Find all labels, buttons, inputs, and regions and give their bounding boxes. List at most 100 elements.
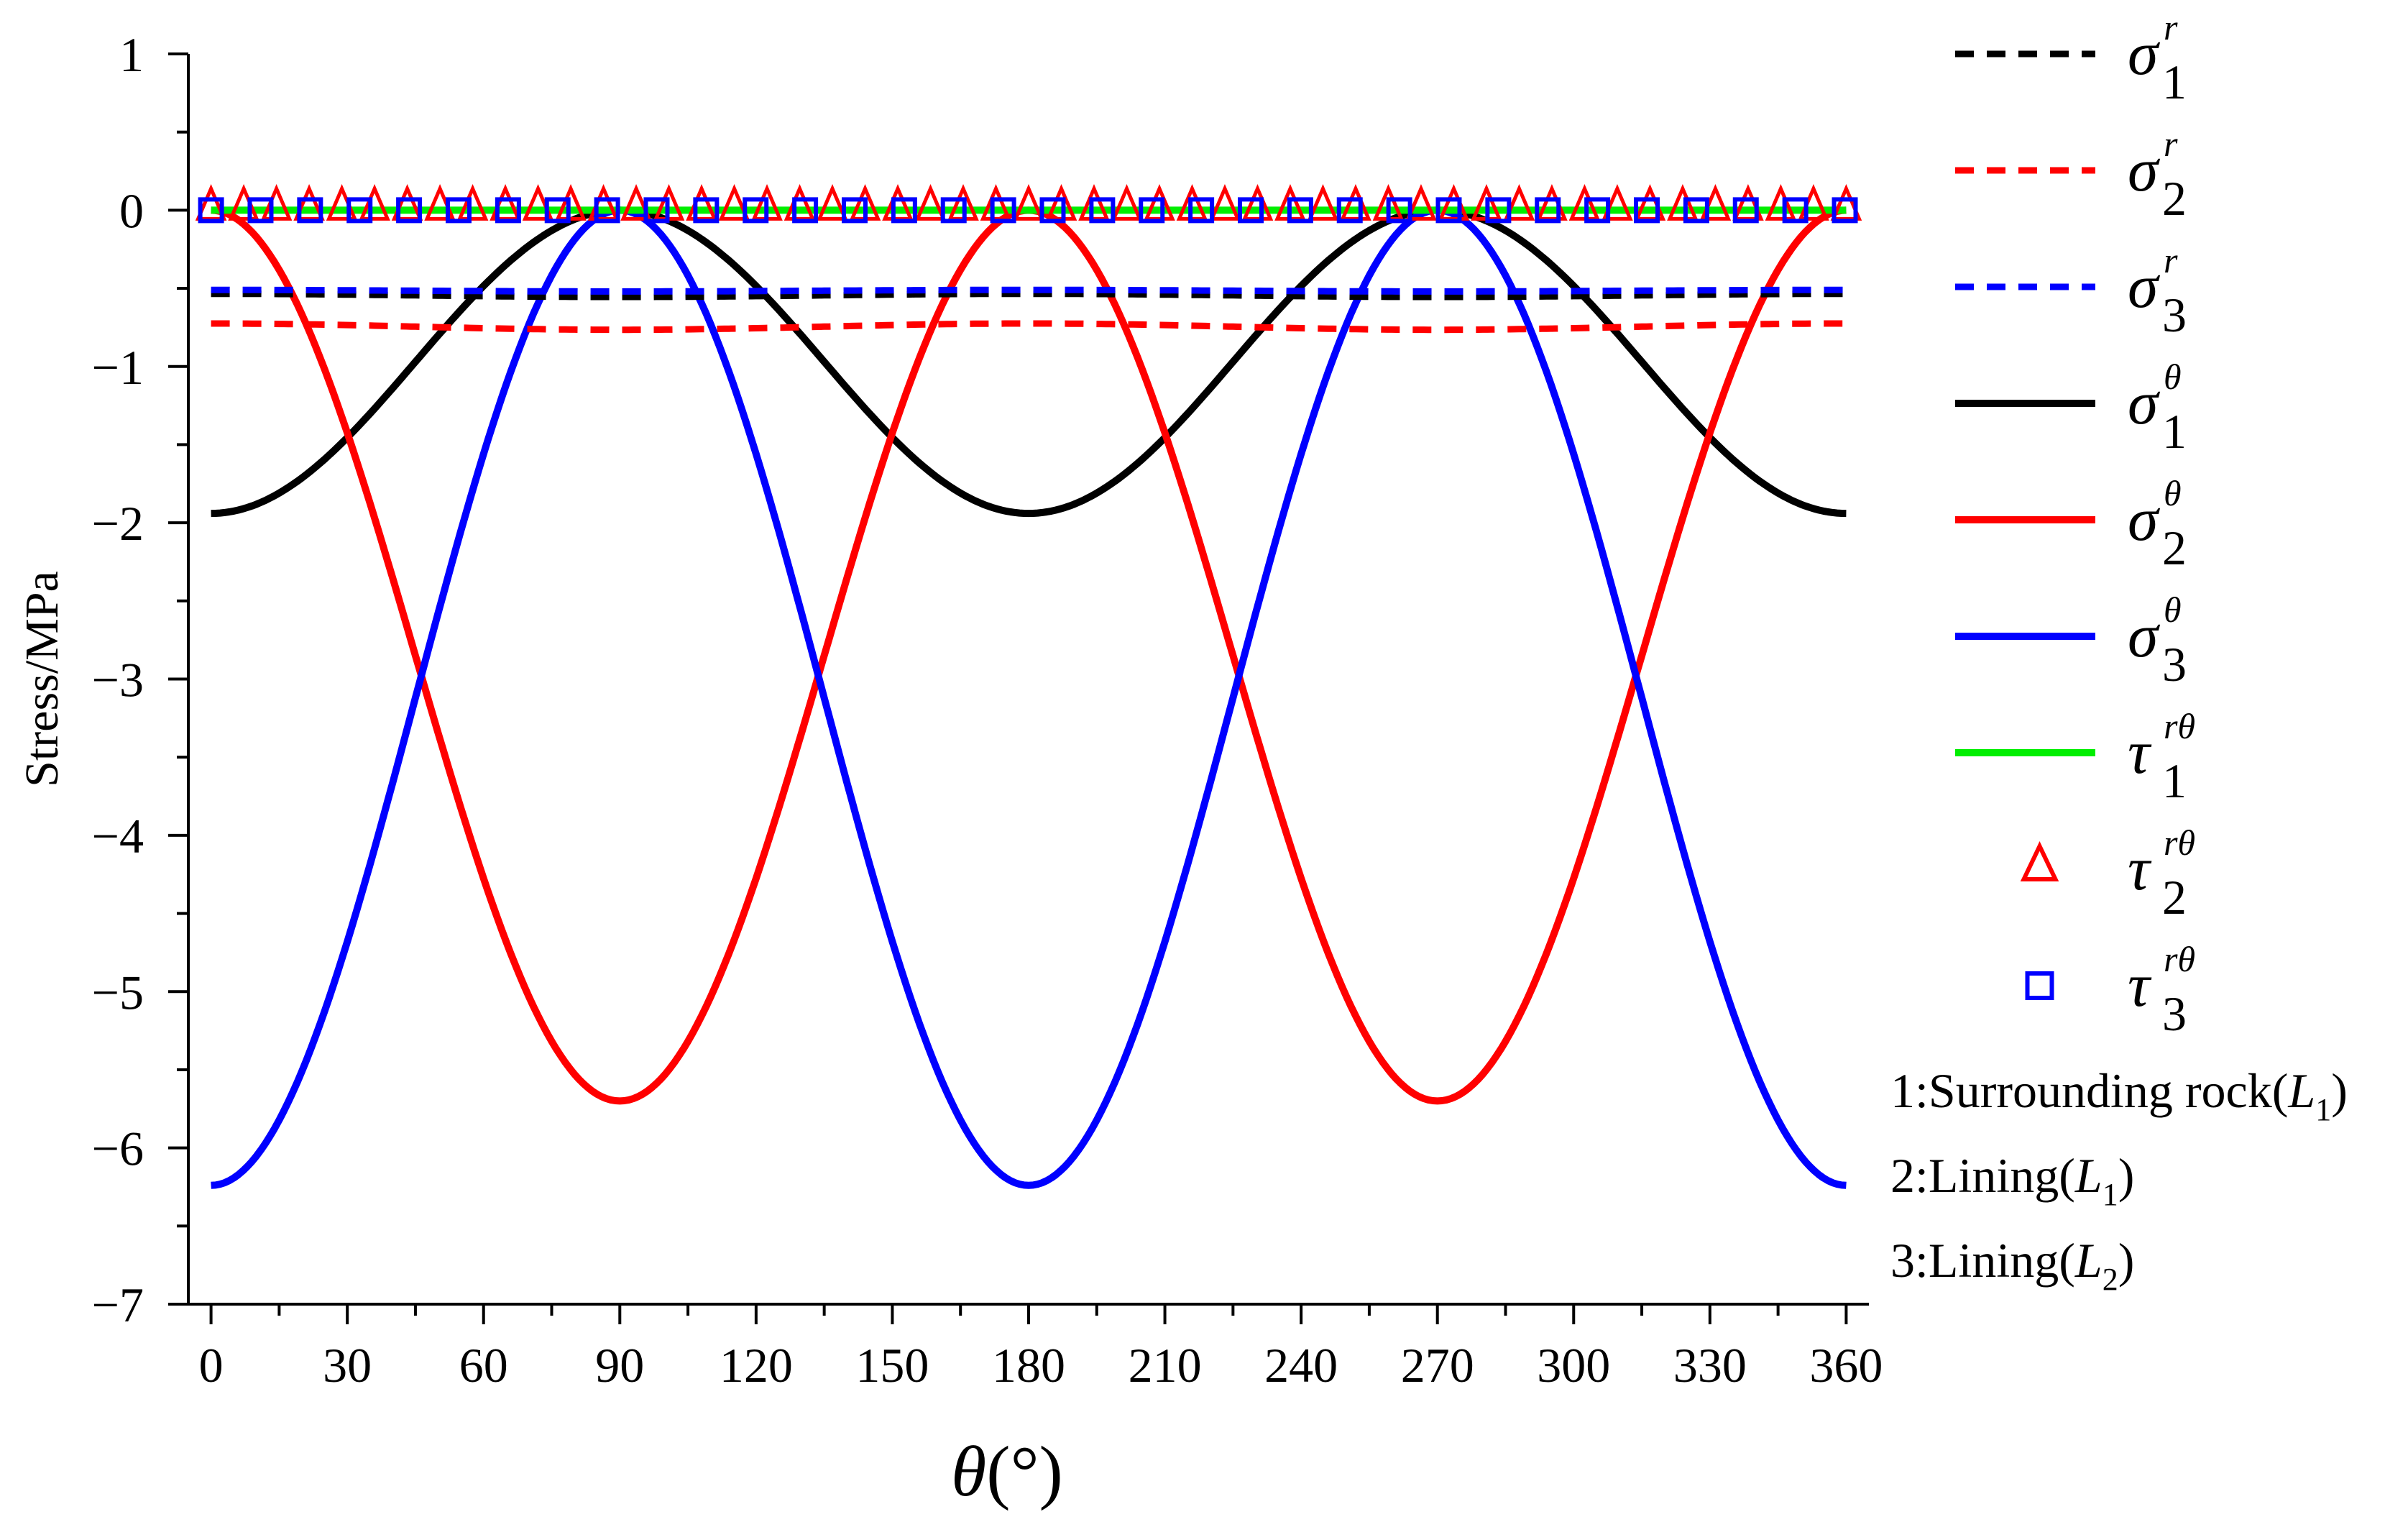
y-tick-label: −5	[92, 965, 144, 1019]
marker-point	[1832, 197, 1858, 224]
marker-point	[445, 197, 472, 224]
marker-point	[555, 184, 587, 221]
y-tick-label: 1	[119, 27, 144, 82]
marker-point	[718, 184, 750, 221]
legend-symbol: σ	[2128, 252, 2161, 321]
x-tick-label: 0	[199, 1338, 224, 1393]
x-axis-title-theta: θ	[951, 1431, 986, 1511]
x-axis-title: θ(°)	[951, 1431, 1063, 1511]
legend-superscript: θ	[2164, 357, 2182, 397]
marker-point	[792, 197, 819, 224]
legend-superscript: r	[2164, 124, 2178, 164]
y-axis-title: Stress/MPa	[16, 571, 68, 787]
legend-note-1: 1:Surrounding rock(L1)	[1890, 1063, 2348, 1127]
axes-layer: 0 30 60 90 120 150 180 210 240 270 300 330 360 1 0 −1 −2…	[16, 27, 1883, 1511]
legend-superscript: rθ	[2164, 939, 2195, 979]
marker-point	[1732, 197, 1759, 224]
legend-note-text: 1:Surrounding rock(L1)	[1890, 1063, 2348, 1127]
x-tick-label: 210	[1129, 1338, 1202, 1393]
series-line-σ2r	[211, 320, 1847, 334]
x-tick-label: 180	[992, 1338, 1065, 1393]
marker-point	[495, 197, 521, 224]
marker-point	[297, 197, 323, 224]
marker-point	[1237, 197, 1264, 224]
legend-item-σ1θ: σ θ 1	[1955, 357, 2187, 459]
legend-superscript: rθ	[2164, 822, 2195, 863]
x-tick-label: 30	[323, 1338, 372, 1393]
y-tick-label: −7	[92, 1278, 144, 1332]
marker-point	[1667, 184, 1699, 221]
marker-point	[198, 197, 224, 224]
legend-item-σ2r: σ r 2	[1955, 124, 2187, 226]
marker-point	[1765, 184, 1797, 221]
marker-point	[1634, 197, 1660, 224]
legend-swatch	[2020, 841, 2059, 881]
legend-symbol: σ	[2128, 135, 2161, 204]
legend-subscript: 2	[2162, 171, 2187, 226]
marker-point	[359, 184, 390, 221]
marker-point	[594, 197, 620, 224]
legend-item-τ1rθ: τ rθ 1	[1955, 706, 2195, 808]
marker-point	[620, 184, 652, 221]
marker-point	[1683, 197, 1709, 224]
marker-point	[1584, 197, 1611, 224]
marker-point	[643, 197, 670, 224]
series-line-σ1r	[211, 290, 1847, 301]
legend-note-2: 2:Lining(L1)	[1890, 1148, 2134, 1212]
legend-note-text: 2:Lining(L1)	[1890, 1148, 2134, 1212]
x-tick-label: 60	[459, 1338, 508, 1393]
x-tick-label: 150	[855, 1338, 929, 1393]
y-tick-label: −6	[92, 1122, 144, 1176]
marker-point	[396, 197, 423, 224]
marker-point	[456, 184, 489, 221]
marker-point	[693, 197, 720, 224]
legend-symbol: σ	[2128, 601, 2161, 670]
marker-point	[990, 197, 1016, 224]
marker-point	[522, 184, 554, 221]
marker-point	[1139, 197, 1165, 224]
marker-point	[1111, 184, 1143, 221]
marker-point	[346, 197, 373, 224]
legend-item-τ3rθ: τ rθ 3	[2025, 939, 2195, 1041]
x-axis-title-unit: (°)	[986, 1431, 1063, 1511]
series-line-σ3r	[211, 286, 1847, 295]
series-markers-τ3rθ	[198, 197, 1858, 224]
marker-point	[1089, 197, 1116, 224]
x-tick-label: 360	[1809, 1338, 1883, 1393]
legend-symbol: τ	[2128, 950, 2152, 1019]
legend-superscript: θ	[2164, 590, 2182, 630]
marker-point	[891, 197, 917, 224]
marker-point	[1435, 197, 1462, 224]
legend-superscript: rθ	[2164, 706, 2195, 746]
legend-symbol: σ	[2128, 485, 2161, 554]
legend-subscript: 3	[2162, 637, 2187, 692]
legend-subscript: 1	[2162, 404, 2187, 459]
y-tick-label: 0	[119, 183, 144, 238]
marker-point	[544, 197, 571, 224]
legend-item-τ2rθ: τ rθ 2	[2020, 822, 2195, 925]
marker-point	[1601, 184, 1633, 221]
marker-point	[247, 197, 274, 224]
legend-symbol: τ	[2128, 834, 2152, 903]
x-tick-label: 240	[1264, 1338, 1338, 1393]
x-tick-label: 300	[1537, 1338, 1610, 1393]
marker-point	[1013, 184, 1044, 221]
marker-point	[1188, 197, 1215, 224]
marker-point	[1307, 184, 1339, 221]
marker-point	[1782, 197, 1809, 224]
series-line-σ1θ	[211, 206, 1847, 518]
series-line-σ3θ	[211, 206, 1847, 1189]
legend-symbol: τ	[2128, 718, 2152, 787]
x-tick-label: 270	[1401, 1338, 1474, 1393]
marker-point	[1405, 184, 1437, 221]
legend-superscript: r	[2164, 240, 2178, 280]
legend-note-3: 3:Lining(L2)	[1890, 1233, 2134, 1297]
legend-item-σ2θ: σ θ 2	[1955, 473, 2187, 575]
marker-point	[940, 197, 967, 224]
marker-point	[1503, 184, 1535, 221]
marker-point	[1485, 197, 1512, 224]
marker-point	[1535, 197, 1561, 224]
marker-point	[1336, 197, 1363, 224]
